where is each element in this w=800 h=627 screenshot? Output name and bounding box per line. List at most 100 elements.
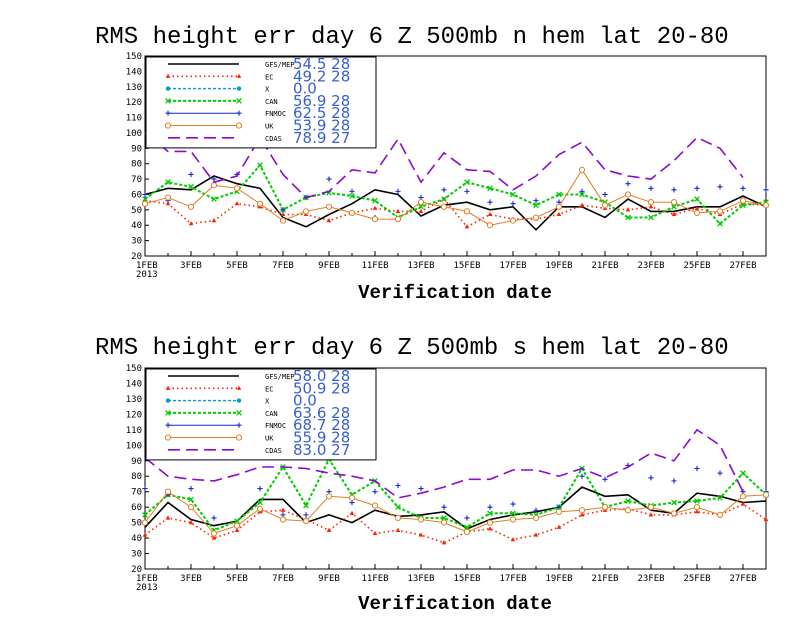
data-point: [555, 508, 563, 515]
data-point: [303, 512, 309, 518]
legend-marker: [236, 110, 242, 116]
data-point: [325, 203, 333, 210]
series-line: [144, 168, 767, 226]
data-point: [349, 188, 355, 194]
series-line: [144, 163, 767, 226]
legend-name: FNMOC: [265, 422, 286, 430]
data-point: [717, 495, 723, 501]
x-tick-label: 21FEB: [591, 574, 618, 584]
data-point: [579, 473, 585, 479]
x-tick-label: 13FEB: [407, 261, 434, 271]
data-point: [395, 482, 401, 489]
data-point: [211, 176, 217, 182]
data-point: [694, 185, 700, 191]
y-tick-label: 150: [126, 52, 142, 62]
series-cdas: [144, 428, 744, 499]
y-tick-label: 110: [126, 114, 142, 124]
legend-name: GFS/MEP: [265, 373, 295, 381]
legend-marker: [235, 434, 243, 441]
data-point: [188, 183, 194, 190]
data-point: [671, 499, 677, 506]
data-point: [601, 504, 609, 511]
legend-entry: CDAS 78.9 27: [168, 129, 350, 147]
data-point: [533, 202, 539, 209]
data-point: [418, 532, 424, 537]
data-point: [487, 185, 493, 192]
x-tick-label: 1FEB: [136, 574, 158, 584]
x-tick-label: 15FEB: [453, 574, 480, 584]
data-point: [579, 512, 585, 517]
plot-frame: [144, 55, 767, 257]
data-point: [211, 196, 217, 202]
data-point: [325, 493, 333, 500]
chart-panel-1: RMS height err day 6 Z 500mb n hem lat 2…: [95, 24, 770, 304]
y-tick-label: 110: [126, 426, 142, 436]
x-tick-label: 9FEB: [318, 261, 340, 271]
data-point: [671, 203, 677, 210]
data-point: [625, 181, 631, 187]
data-point: [371, 215, 379, 223]
legend-marker: [236, 410, 242, 416]
data-point: [349, 193, 355, 199]
legend-marker: [165, 410, 171, 416]
legend-marker: [165, 110, 171, 116]
series-cdas: [144, 132, 744, 199]
x-tick-label: 17FEB: [499, 574, 526, 584]
data-point: [349, 510, 355, 515]
y-tick-label: 40: [131, 221, 142, 231]
data-point: [555, 203, 563, 210]
x-tick-label: 3FEB: [180, 261, 202, 271]
data-point: [532, 514, 540, 522]
data-point: [556, 191, 562, 198]
legend-marker: [165, 86, 171, 91]
data-point: [763, 516, 769, 522]
data-point: [348, 494, 356, 501]
series-line: [144, 198, 767, 228]
data-point: [326, 176, 332, 182]
data-point: [693, 209, 701, 217]
data-point: [510, 537, 516, 542]
data-point: [302, 208, 310, 215]
legend-stat: 58.0 28: [293, 367, 350, 385]
x-tick-label: 21FEB: [591, 261, 618, 271]
data-point: [464, 524, 470, 531]
data-point: [234, 518, 240, 524]
data-point: [441, 515, 447, 521]
data-point: [418, 203, 424, 210]
data-point: [256, 505, 264, 512]
y-tick-label: 150: [126, 364, 142, 374]
data-point: [395, 527, 401, 532]
data-point: [579, 191, 585, 198]
data-point: [486, 519, 494, 526]
data-point: [417, 199, 425, 206]
data-point: [487, 510, 493, 517]
data-point: [418, 486, 424, 492]
data-point: [441, 504, 447, 510]
data-point: [165, 515, 171, 520]
y-tick-label: 50: [131, 519, 142, 529]
data-point: [440, 203, 448, 210]
data-point: [463, 528, 471, 535]
y-tick-label: 120: [126, 98, 142, 108]
data-point: [762, 202, 770, 209]
legend-name: CDAS: [265, 135, 282, 143]
data-point: [624, 507, 632, 514]
data-point: [395, 208, 401, 213]
legend-entry: UK 55.9 28: [164, 429, 350, 447]
series-line: [144, 132, 744, 199]
y-tick-label: 20: [131, 252, 142, 262]
data-point: [694, 498, 700, 504]
legend-name: X: [265, 86, 270, 94]
x-tick-label: 23FEB: [637, 574, 664, 584]
data-point: [142, 196, 148, 202]
y-tick-label: 50: [131, 206, 142, 216]
chart-title: RMS height err day 6 Z 500mb n hem lat 2…: [95, 24, 729, 51]
legend-marker: [165, 385, 171, 390]
data-point: [717, 220, 723, 227]
plot-frame: [144, 367, 767, 570]
legend-marker: [236, 422, 242, 428]
data-point: [188, 221, 194, 226]
legend-marker: [164, 434, 172, 441]
